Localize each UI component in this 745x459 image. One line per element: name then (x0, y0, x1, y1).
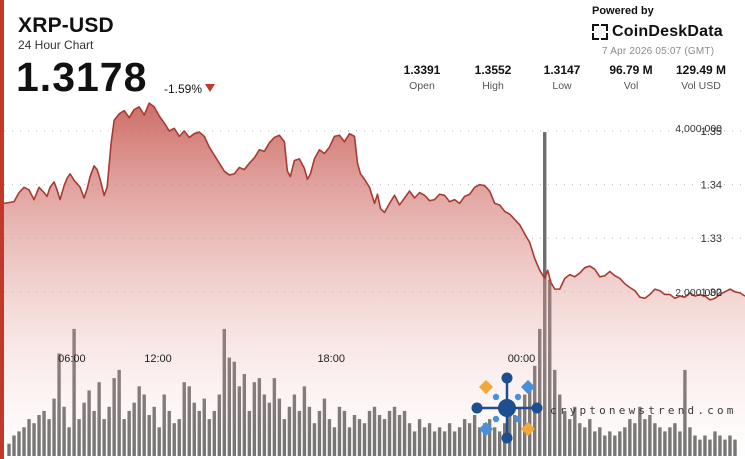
logo-diamond (520, 379, 536, 395)
axis-labels: 1.35 1.34 1.33 1.32 4,000,000 2,000,000 06:00 1… (58, 123, 722, 365)
logo-node (501, 432, 513, 444)
timestamp: 7 Apr 2026 05:07 (GMT) (602, 46, 715, 57)
logo-dot (492, 393, 500, 401)
stat-value: 96.79 M (609, 63, 653, 77)
y-tick-label: 1.33 (701, 233, 722, 245)
volume-tick-label: 2,000,000 (675, 287, 722, 299)
y-tick-label: 1.34 (701, 180, 722, 192)
stat-label: Vol USD (681, 80, 721, 92)
chart-subtitle: 24 Hour Chart (18, 38, 94, 52)
stat-open: 1.3391 Open (377, 63, 467, 92)
stat-value: 129.49 M (675, 63, 727, 77)
watermark-text: cryptonewstrend.com (550, 404, 737, 417)
down-arrow-icon (205, 84, 215, 92)
logo-diamond (478, 421, 494, 437)
stat-vol: 96.79 M Vol (586, 63, 676, 92)
logo-dot (492, 415, 500, 423)
stat-label: Low (552, 80, 572, 92)
x-tick-label: 12:00 (144, 353, 172, 365)
price-line (3, 102, 745, 301)
logo-node (531, 402, 543, 414)
stat-label: High (482, 80, 504, 92)
symbol-title: XRP-USD (18, 14, 114, 37)
x-tick-label: 00:00 (508, 353, 536, 365)
left-accent-bar (0, 0, 4, 459)
stat-value: 1.3552 (474, 63, 512, 77)
x-tick-label: 18:00 (317, 353, 345, 365)
logo-dot (514, 415, 522, 423)
powered-by-label: Powered by (592, 5, 654, 17)
logo-diamond (478, 379, 494, 395)
logo-node (501, 372, 513, 384)
stat-vol-usd: 129.49 M Vol USD (656, 63, 745, 92)
stat-low: 1.3147 Low (517, 63, 607, 92)
watermark-logo-icon (471, 372, 543, 444)
logo-dot (514, 393, 522, 401)
stat-value: 1.3391 (403, 63, 441, 77)
y-tick-label: 1.32 (701, 287, 722, 299)
y-tick-label: 1.35 (701, 126, 722, 138)
stat-label: Open (409, 80, 435, 92)
logo-diamond (520, 421, 536, 437)
stat-label: Vol (623, 80, 639, 92)
logo-center (498, 399, 516, 417)
brand-logo: CoinDeskData (592, 22, 723, 42)
stat-high: 1.3552 High (448, 63, 538, 92)
price-area (3, 102, 745, 457)
price-area-fill (4, 103, 745, 457)
current-price: 1.3178 (16, 54, 148, 100)
volume-tick-label: 4,000,000 (675, 123, 722, 135)
x-tick-label: 06:00 (58, 353, 86, 365)
price-change: -1.59% (164, 82, 203, 96)
stat-value: 1.3147 (543, 63, 581, 77)
brand-name: CoinDeskData (612, 23, 723, 40)
logo-node (471, 402, 483, 414)
coindesk-logo-icon (592, 24, 608, 40)
